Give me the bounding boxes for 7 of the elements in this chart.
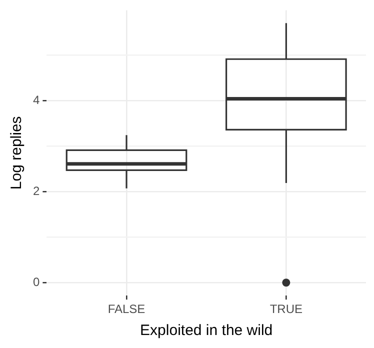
x-tick-label: TRUE	[270, 302, 303, 316]
y-tick-label: 4	[32, 92, 40, 107]
x-axis-title: Exploited in the wild	[140, 322, 273, 340]
x-tick-label: FALSE	[108, 302, 146, 316]
y-tick-label: 2	[32, 184, 40, 198]
y-axis-title: Log replies	[8, 116, 26, 190]
y-tick-label: 0	[32, 274, 40, 289]
